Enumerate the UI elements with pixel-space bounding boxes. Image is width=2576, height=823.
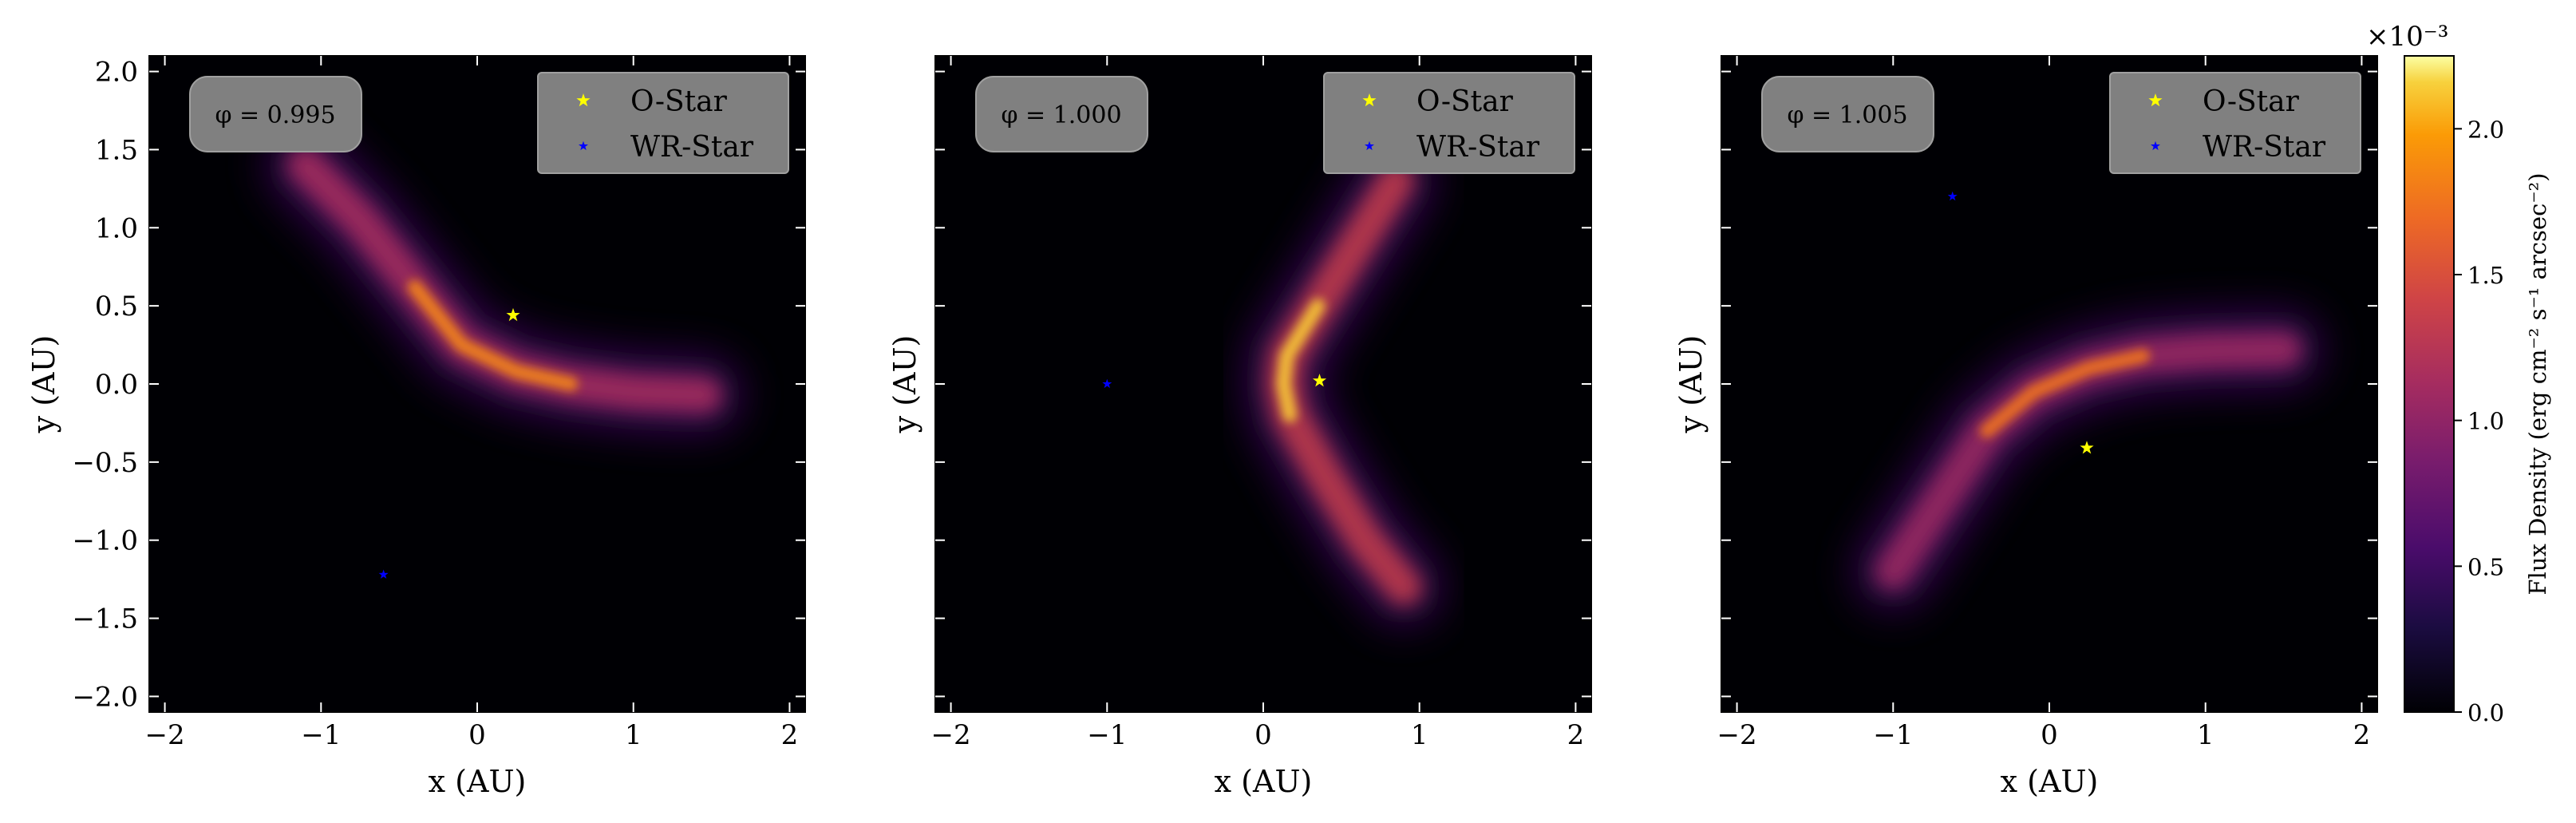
colorbar-ticks: 0.0 0.5 1.0 1.5 2.0 (2454, 116, 2504, 726)
x-tick-label: 0 (2041, 719, 2058, 751)
y-tick-label: 0.5 (95, 291, 138, 322)
legend: O-Star WR-Star (2109, 72, 2361, 174)
panel-phase-0995: −2 −1 0 1 2 2.01.51.00.50.0−0.5−1.0−1.5−2.0 … (26, 55, 806, 799)
x-axis-label: x (AU) (1215, 764, 1313, 799)
legend-ostar-marker (576, 93, 591, 107)
x-ticks: −2 −1 0 1 2 (1717, 56, 2371, 751)
wr-star-marker (1102, 378, 1112, 389)
x-tick-label: 2 (2353, 719, 2371, 751)
o-star-marker (2080, 441, 2094, 454)
phase-label: φ = 0.995 (215, 101, 335, 129)
x-tick-label: −2 (931, 719, 971, 751)
legend-wrstar-marker (578, 140, 589, 151)
star-markers (378, 307, 520, 579)
legend-wrstar-marker (2150, 140, 2161, 151)
colorbar-label: Flux Density (erg cm⁻² s⁻¹ arcsec⁻²) (2524, 172, 2551, 595)
emission-region (1245, 143, 1442, 625)
y-tick-label: −0.5 (72, 447, 138, 479)
legend: O-Star WR-Star (1323, 72, 1575, 174)
x-tick-label: −2 (145, 719, 185, 751)
emission-core (1276, 299, 1326, 423)
emission-region (267, 127, 742, 433)
o-star-marker (506, 307, 520, 322)
phase-label: φ = 1.005 (1787, 101, 1907, 129)
y-axis-label: y (AU) (887, 335, 923, 434)
y-ticks: 2.0 1.5 1.0 0.5 0.0 −0.5 −1.0 −1.5 −2.0 (72, 57, 805, 713)
x-ticks: −2 −1 0 1 2 (145, 56, 799, 751)
phase-box: φ = 0.995 (189, 76, 362, 152)
colorbar-tick-label: 0.5 (2467, 553, 2504, 580)
star-markers (1947, 191, 2094, 454)
x-axis-label: x (AU) (429, 764, 527, 799)
legend-wrstar-label: WR-Star (630, 131, 754, 164)
y-axis-label: y (AU) (1673, 335, 1709, 434)
legend-ostar-label: O-Star (2203, 85, 2300, 118)
y-tick-label: −2.0 (72, 681, 138, 713)
x-tick-label: 0 (468, 719, 486, 751)
x-tick-label: 2 (781, 719, 799, 751)
phase-box: φ = 1.000 (975, 76, 1148, 152)
x-tick-label: 1 (2197, 719, 2214, 751)
y-tick-label: −1.5 (72, 603, 138, 635)
y-tick-label: 1.5 (95, 134, 138, 166)
colorbar-gradient (2404, 55, 2455, 713)
o-star-marker (1312, 374, 1327, 387)
y-tick-label: 2.0 (95, 57, 138, 89)
phase-label: φ = 1.000 (1001, 101, 1121, 129)
panel-phase-1005: −2 −1 0 1 2 x (AU) y (AU) φ = 1.005 O-Star W… (1673, 55, 2378, 799)
colorbar-exponent: ×10⁻³ (2366, 21, 2448, 53)
legend-wrstar-label: WR-Star (1416, 131, 1540, 164)
y-ticks (1721, 70, 2377, 698)
x-ticks: −2 −1 0 1 2 (931, 56, 1585, 751)
legend-ostar-marker (2148, 93, 2163, 107)
x-tick-label: −1 (301, 719, 341, 751)
colorbar-tick-label: 1.5 (2467, 262, 2504, 289)
colorbar: 0.0 0.5 1.0 1.5 2.0 ×10⁻³ Flux Density (erg … (2366, 21, 2551, 726)
y-tick-label: 1.0 (95, 212, 138, 244)
legend-ostar-label: O-Star (1416, 85, 1514, 118)
y-ticks (935, 70, 1591, 698)
x-tick-label: 1 (1411, 719, 1428, 751)
x-tick-label: 2 (1567, 719, 1585, 751)
legend-wrstar-label: WR-Star (2203, 131, 2326, 164)
legend-ostar-marker (1362, 93, 1377, 107)
x-tick-label: 1 (625, 719, 642, 751)
emission-core (407, 279, 579, 391)
legend-wrstar-marker (1364, 140, 1375, 151)
colorbar-tick-label: 2.0 (2467, 116, 2504, 143)
x-tick-label: −1 (1087, 719, 1127, 751)
colorbar-tick-label: 0.0 (2467, 699, 2504, 726)
emission-region (1855, 311, 2322, 610)
y-axis-label: y (AU) (26, 335, 61, 434)
emission-core (1979, 348, 2151, 438)
x-tick-label: 0 (1254, 719, 1272, 751)
phase-box: φ = 1.005 (1761, 76, 1934, 152)
colorbar-tick-label: 1.0 (2467, 408, 2504, 435)
legend-ostar-label: O-Star (630, 85, 728, 118)
y-tick-label: −1.0 (72, 525, 138, 557)
x-tick-label: −1 (1873, 719, 1913, 751)
star-markers (1102, 374, 1327, 389)
y-tick-label: 0.0 (95, 369, 138, 401)
x-axis-label: x (AU) (2001, 764, 2099, 799)
wr-star-marker (378, 569, 389, 579)
panel-phase-1000: −2 −1 0 1 2 x (AU) y (AU) φ = 1.000 O-Star W… (887, 55, 1592, 799)
legend: O-Star WR-Star (537, 72, 789, 174)
wr-star-marker (1947, 191, 1958, 201)
x-tick-label: −2 (1717, 719, 1757, 751)
